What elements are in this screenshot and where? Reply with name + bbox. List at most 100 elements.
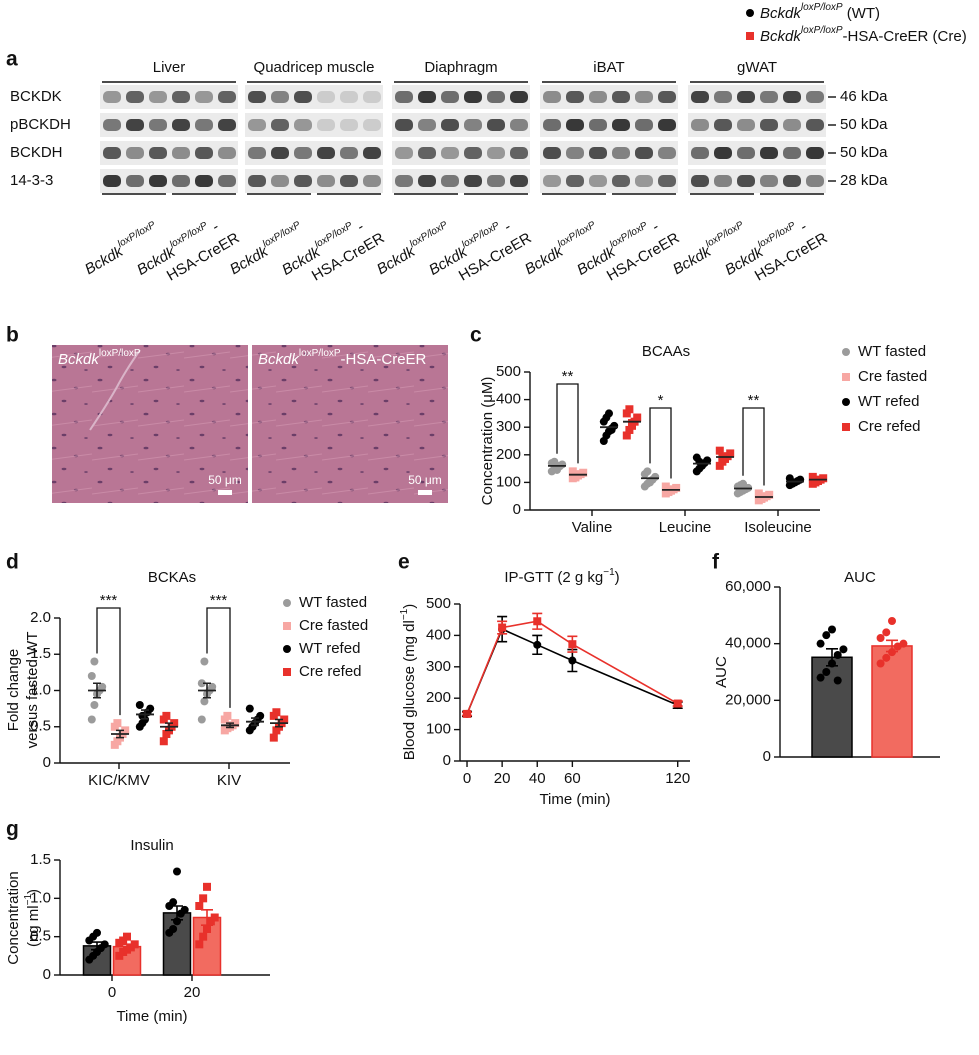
size-label: 50 kDa [840,116,888,133]
x-axis-label: Time (min) [116,1008,187,1025]
blot-band [126,175,144,187]
suffix: - [498,218,514,237]
histology-image [252,345,448,503]
size-label: 46 kDa [840,88,888,105]
blot-band [172,91,190,103]
blot-band [658,119,676,131]
data-point [113,719,122,728]
allele: loxP/loxP [801,2,843,13]
data-point [882,628,891,637]
gene: Bckdk [760,28,802,45]
blot-band [806,119,824,131]
suffix: -HSA-CreER (Cre) [843,28,967,45]
blot-band [294,91,312,103]
blot-band [418,91,436,103]
blot-band [714,119,732,131]
data-point [739,479,747,488]
data-point [828,625,836,634]
data-point [173,917,181,926]
error-bar-line [226,722,234,729]
legend-label: Cre fasted [299,617,368,634]
blot-band [103,175,121,187]
blot-band [566,147,584,159]
legend-label: Cre refed [858,418,921,435]
y-tick-label: 2.0 [30,609,51,626]
significance-label: ** [748,392,760,409]
blot-panel [540,169,678,193]
panel-label: a [6,48,18,71]
data-point [643,467,652,476]
data-point [93,928,101,937]
allele: loxP/loxP [608,220,650,251]
scale-bar-label: 50 μm [408,473,442,487]
blot-band [464,175,482,187]
legend-label: Cre refed [299,663,362,680]
blot-band [294,147,312,159]
error-bar [141,709,149,720]
panel-label: f [712,551,720,574]
blot-band [760,175,778,187]
data-point [757,494,766,503]
y-tick-label: 1.0 [30,681,51,698]
data-point [568,656,577,665]
blot-band [612,91,630,103]
histology-label: BckdkloxP/loxP [58,348,141,368]
y-tick-label: 400 [426,626,451,643]
blot-band [589,91,607,103]
data-point [159,737,168,746]
x-tick-label: 20 [494,770,511,787]
y-tick-label: 1.0 [30,889,51,906]
blot-band [395,119,413,131]
blot-band [340,175,358,187]
blot-band [218,91,236,103]
blot-band [760,91,778,103]
y-tick-label: 1.5 [30,645,51,662]
y-tick-label: 0 [763,748,771,765]
row-label: pBCKDH [10,116,71,133]
blot-band [658,175,676,187]
blot-band [635,175,653,187]
error-bar [116,729,124,739]
data-point [664,487,673,496]
significance-bracket [742,407,765,486]
data-point [579,468,588,477]
blot-band [340,147,358,159]
data-point [200,697,209,706]
blot-panel [392,141,530,165]
data-point [715,446,724,455]
blot-panel [540,141,678,165]
blot-band [658,91,676,103]
x-tick-label: 40 [529,770,546,787]
data-point [888,648,896,657]
histology-label: BckdkloxP/loxP-HSA-CreER [258,348,427,368]
blot-band [172,119,190,131]
significance-label: * [658,392,664,409]
error-bar [203,682,211,699]
blot-band [487,91,505,103]
error-bar-line [275,718,283,728]
data-point [882,653,891,662]
blot-band [487,175,505,187]
data-point [533,617,542,626]
x-tick-label: 120 [665,770,690,787]
data-point [283,668,291,676]
data-point [833,676,842,685]
blot-band [294,175,312,187]
data-point [87,715,96,724]
significance-bracket [96,607,121,716]
y-tick-label: 300 [426,658,451,675]
x-tick-label: KIV [217,772,241,789]
data-point [828,659,836,668]
data-point [283,645,291,653]
data-point [463,709,472,718]
blot-band [271,119,289,131]
blot-band [510,175,528,187]
data-point [876,634,885,642]
x-tick-label: Leucine [659,519,712,536]
legend-label: WT refed [299,640,360,657]
x-tick-label: 0 [463,770,471,787]
y-axis-label: (ng ml−1) [23,889,42,947]
blot-band [566,119,584,131]
suffix: - [646,218,662,237]
